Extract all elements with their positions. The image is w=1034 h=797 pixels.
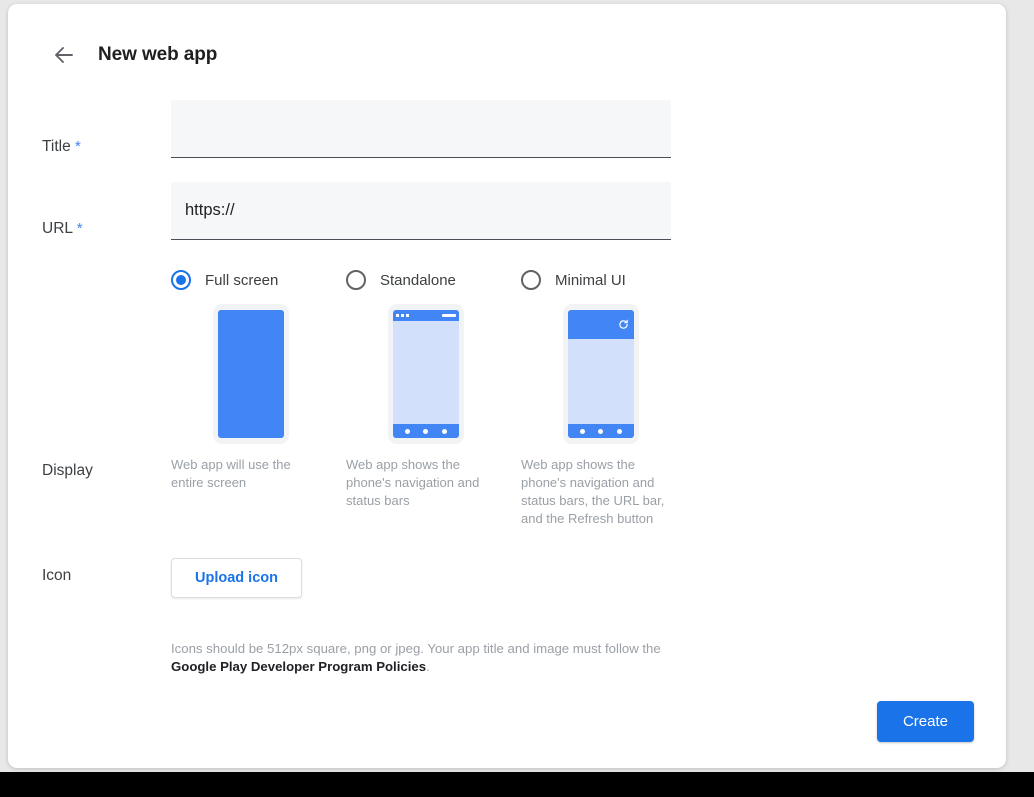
web-app-form: Title * URL * Display	[8, 100, 1006, 676]
display-radio-group: Full screen Standalone Minimal UI	[171, 270, 1006, 290]
status-dot-icon	[401, 314, 404, 317]
nav-home-icon	[598, 428, 604, 434]
standalone-phone-preview[interactable]	[388, 304, 464, 444]
upload-icon-button[interactable]: Upload icon	[171, 558, 302, 598]
dialog-header: New web app	[8, 34, 217, 76]
radio-label-standalone: Standalone	[380, 271, 456, 289]
google-play-policies-link[interactable]: Google Play Developer Program Policies	[171, 659, 427, 674]
phone-screen-minimal	[568, 310, 634, 438]
phone-url-bar	[568, 310, 634, 339]
phone-col-full-screen	[171, 304, 346, 444]
desc-minimal-ui: Web app shows the phone's navigation and…	[521, 457, 665, 526]
form-row-icon: Icon Upload icon Icons should be 512px s…	[8, 558, 1006, 676]
url-label: URL *	[8, 182, 171, 238]
phone-col-minimal-ui	[521, 304, 696, 444]
icon-help-suffix: .	[426, 659, 430, 674]
nav-back-icon	[579, 428, 585, 434]
new-web-app-dialog: New web app Title * URL * Display	[8, 4, 1006, 768]
status-dot-icon	[396, 314, 399, 317]
icon-field-wrap: Upload icon Icons should be 512px square…	[171, 558, 1006, 676]
phone-previews	[171, 304, 1006, 444]
phone-descriptions: Web app will use the entire screen Web a…	[171, 456, 1006, 528]
minimal-ui-phone-preview[interactable]	[563, 304, 639, 444]
icon-help-text: Icons should be 512px square, png or jpe…	[171, 640, 671, 676]
radio-option-minimal-ui[interactable]: Minimal UI	[521, 270, 696, 290]
display-label: Display	[42, 462, 93, 479]
nav-home-icon	[423, 428, 429, 434]
phone-screen-standalone	[393, 310, 459, 438]
phone-status-bar	[393, 310, 459, 321]
phone-nav-bar	[568, 424, 634, 438]
icon-label: Icon	[42, 567, 72, 584]
title-required-asterisk: *	[75, 138, 81, 155]
full-screen-phone-preview[interactable]	[213, 304, 289, 444]
title-field-wrap	[171, 100, 1006, 158]
radio-icon-standalone[interactable]	[346, 270, 366, 290]
form-row-url: URL *	[8, 182, 1006, 264]
nav-back-icon	[404, 428, 410, 434]
display-options: Full screen Standalone Minimal UI	[171, 264, 1006, 528]
radio-option-standalone[interactable]: Standalone	[346, 270, 521, 290]
title-input[interactable]	[171, 100, 671, 158]
status-battery-icon	[442, 314, 456, 317]
nav-recents-icon	[617, 428, 623, 434]
form-row-title: Title *	[8, 100, 1006, 182]
url-field-wrap	[171, 182, 1006, 240]
form-row-display: Display Full screen Standalone Minimal U…	[8, 264, 1006, 528]
phone-content-area	[393, 321, 459, 424]
title-label-text: Title	[42, 138, 71, 155]
radio-label-full-screen: Full screen	[205, 271, 279, 289]
radio-icon-minimal-ui[interactable]	[521, 270, 541, 290]
create-button[interactable]: Create	[876, 701, 974, 742]
dialog-footer: Create	[876, 701, 974, 742]
url-label-text: URL	[42, 220, 73, 237]
url-input[interactable]	[171, 182, 671, 240]
icon-help-prefix: Icons should be 512px square, png or jpe…	[171, 641, 661, 656]
radio-icon-full-screen[interactable]	[171, 270, 191, 290]
page-title: New web app	[98, 44, 218, 65]
title-label: Title *	[8, 100, 171, 156]
desc-full-screen: Web app will use the entire screen	[171, 457, 291, 490]
back-arrow-icon[interactable]	[52, 43, 76, 67]
status-dot-icon	[406, 314, 409, 317]
status-icons	[396, 314, 409, 317]
nav-recents-icon	[442, 428, 448, 434]
radio-option-full-screen[interactable]: Full screen	[171, 270, 346, 290]
url-required-asterisk: *	[76, 220, 83, 237]
phone-nav-bar	[393, 424, 459, 438]
phone-col-standalone	[346, 304, 521, 444]
phone-screen-full	[218, 310, 284, 438]
radio-label-minimal-ui: Minimal UI	[555, 271, 626, 289]
refresh-icon	[618, 319, 629, 330]
phone-content-area	[568, 339, 634, 424]
desc-standalone: Web app shows the phone's navigation and…	[346, 457, 480, 508]
